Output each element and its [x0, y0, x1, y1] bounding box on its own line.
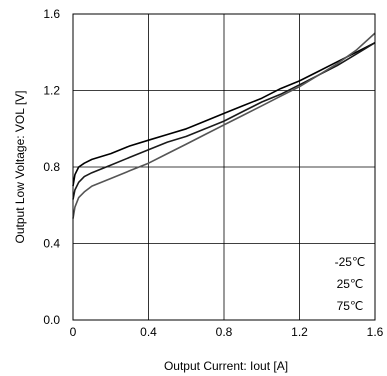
legend: -25℃ 25℃ 75℃: [335, 255, 366, 313]
y-tick-labels: 0.0 0.4 0.8 1.2 1.6: [43, 7, 60, 327]
y-tick-label: 1.6: [43, 7, 60, 21]
y-tick-label: 1.2: [43, 84, 60, 98]
x-tick-label: 1.6: [367, 325, 384, 339]
x-tick-label: 0.4: [140, 325, 157, 339]
series-line-2: [72, 32, 376, 219]
x-tick-label: 0.8: [216, 325, 233, 339]
x-tick-label: 0: [70, 325, 77, 339]
legend-entry: 75℃: [337, 299, 364, 313]
x-tick-label: 1.2: [291, 325, 308, 339]
grid-lines: [72, 13, 376, 321]
y-axis-label: Output Low Voltage: VOL [V]: [13, 91, 27, 244]
series-line-0: [72, 41, 376, 187]
plot-frame: [72, 13, 376, 321]
legend-entry: -25℃: [335, 255, 366, 269]
x-tick-labels: 0 0.4 0.8 1.2 1.6: [70, 325, 384, 339]
y-tick-label: 0.0: [43, 313, 60, 327]
legend-entry: 25℃: [337, 277, 364, 291]
y-tick-label: 0.8: [43, 160, 60, 174]
x-axis-label: Output Current: Iout [A]: [164, 359, 288, 373]
series-lines: [72, 32, 376, 219]
y-tick-label: 0.4: [43, 237, 60, 251]
